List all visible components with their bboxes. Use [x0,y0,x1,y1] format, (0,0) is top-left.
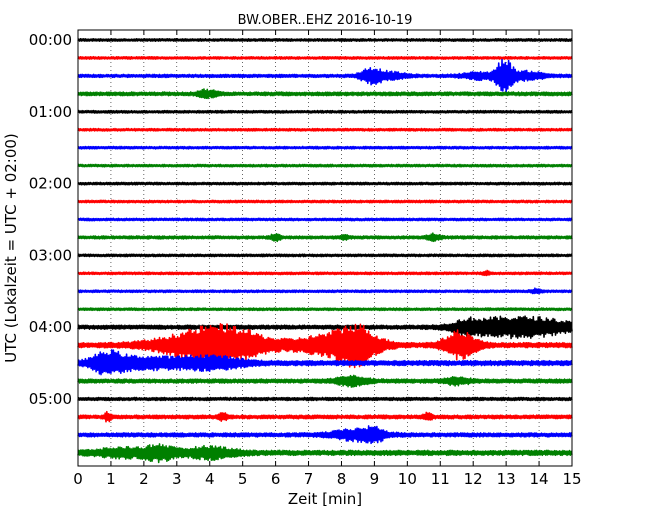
y-axis: 00:00 01:00 02:00 03:00 04:00 05:00 [29,31,572,408]
trace-0100 [77,109,573,114]
x-tick-label: 8 [337,470,347,488]
trace-0030 [77,58,573,94]
y-tick-label: 00:00 [29,31,72,49]
trace-group [77,38,573,464]
x-tick-label: 1 [106,470,116,488]
trace-0130 [77,145,573,150]
y-tick-label: 04:00 [29,318,72,336]
x-axis-label: Zeit [min] [288,490,362,508]
x-tick-label: 13 [497,470,516,488]
trace-0000 [77,38,573,42]
x-tick-label: 0 [73,470,83,488]
y-tick-label: 05:00 [29,390,72,408]
x-tick-label: 2 [139,470,149,488]
x-tick-label: 12 [464,470,483,488]
x-tick-label: 11 [431,470,450,488]
trace-0330 [77,287,573,295]
trace-0515 [77,410,573,423]
x-axis: 0 1 2 3 4 5 6 7 8 9 10 11 12 13 14 15 [73,30,582,488]
trace-0015 [77,55,573,60]
x-tick-label: 15 [562,470,581,488]
trace-0245 [77,232,573,243]
trace-0545 [77,443,573,464]
x-tick-label: 5 [238,470,248,488]
trace-0400 [77,315,573,340]
trace-0145 [77,163,573,168]
y-tick-label: 03:00 [29,246,72,264]
trace-0045 [77,88,573,100]
grid-lines [110,30,540,466]
trace-0315 [77,269,573,277]
trace-0345 [77,307,573,312]
trace-0200 [77,181,573,186]
y-tick-label: 02:00 [29,175,72,193]
trace-0300 [77,253,573,258]
trace-0215 [77,199,573,204]
trace-0530 [77,425,573,445]
x-tick-label: 3 [172,470,182,488]
x-tick-label: 4 [205,470,215,488]
trace-0415 [77,323,573,369]
y-axis-label: UTC (Lokalzeit = UTC + 02:00) [2,133,20,363]
y-tick-label: 01:00 [29,103,72,121]
trace-0500 [77,396,573,402]
chart-title: BW.OBER..EHZ 2016-10-19 [238,13,413,28]
x-tick-label: 9 [370,470,380,488]
trace-0115 [77,127,573,132]
x-tick-label: 6 [271,470,281,488]
trace-0430 [77,349,573,376]
plot-frame [77,29,573,467]
trace-0445 [77,374,573,388]
x-tick-label: 7 [304,470,314,488]
trace-0230 [77,217,573,222]
plot-background [78,30,572,466]
x-tick-label: 10 [398,470,417,488]
x-tick-label: 14 [530,470,549,488]
